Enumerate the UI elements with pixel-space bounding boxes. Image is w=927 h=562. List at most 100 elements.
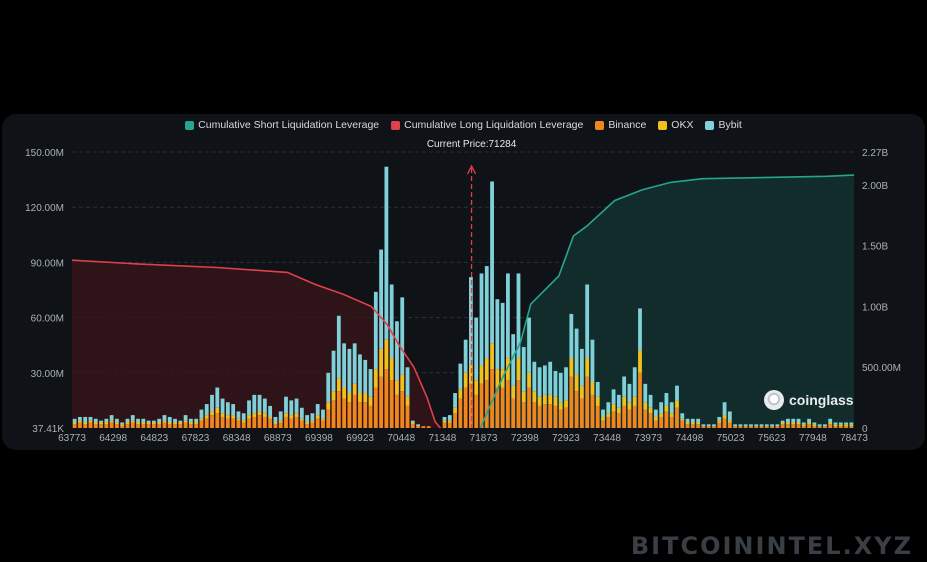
bar-bybit: [611, 389, 616, 405]
bar-okx: [527, 372, 531, 388]
bar-binance: [638, 372, 642, 428]
bar-bybit: [574, 328, 579, 375]
bar-okx: [801, 424, 806, 427]
bar-binance: [585, 376, 590, 428]
current-price-arrow: [466, 164, 477, 175]
bar-okx: [727, 420, 732, 423]
bar-bybit: [442, 416, 447, 421]
bar-okx: [204, 415, 209, 419]
x-tick-label: 74498: [675, 433, 703, 444]
legend-item-bybit[interactable]: Bybit: [705, 118, 742, 132]
bar-binance: [426, 426, 431, 428]
bar-binance: [342, 398, 347, 428]
bar-bybit: [146, 420, 151, 423]
bar-bybit: [194, 418, 199, 423]
bar-okx: [590, 382, 595, 395]
bar-okx: [109, 420, 114, 423]
bar-okx: [543, 394, 547, 405]
bar-okx: [257, 411, 262, 416]
bar-bybit: [363, 359, 368, 394]
bar-okx: [601, 416, 605, 421]
legend-item-binance[interactable]: Binance: [595, 118, 646, 132]
bar-bybit: [490, 181, 494, 344]
bar-okx: [83, 422, 88, 425]
bar-okx: [495, 369, 500, 388]
coinglass-logo-text: coinglass: [789, 392, 854, 408]
bar-bybit: [801, 422, 806, 425]
bar-bybit: [823, 424, 827, 427]
bar-binance: [284, 416, 288, 428]
x-tick-label: 69923: [346, 433, 374, 444]
bar-okx: [717, 420, 722, 423]
bar-okx: [690, 422, 695, 425]
bar-binance: [796, 424, 801, 428]
bar-binance: [812, 426, 817, 428]
bar-binance: [653, 420, 658, 428]
bar-bybit: [183, 415, 188, 421]
bar-binance: [701, 426, 706, 428]
bar-okx: [548, 394, 553, 405]
bar-binance: [548, 404, 553, 428]
bar-bybit: [664, 393, 669, 406]
bar-binance: [236, 420, 241, 428]
bar-okx: [648, 407, 653, 414]
bar-okx: [458, 389, 463, 399]
bar-okx: [553, 396, 558, 406]
bar-bybit: [162, 415, 167, 421]
bar-binance: [305, 424, 310, 428]
bar-binance: [257, 415, 262, 428]
legend-item-short[interactable]: Cumulative Short Liquidation Leverage: [185, 118, 379, 132]
bar-bybit: [289, 400, 294, 416]
bar-binance: [474, 394, 479, 428]
bar-okx: [115, 422, 119, 425]
bar-okx: [130, 420, 135, 423]
legend-item-okx[interactable]: OKX: [658, 118, 693, 132]
legend-swatch-short: [185, 120, 195, 130]
bar-bybit: [601, 409, 605, 417]
bar-binance: [484, 380, 489, 428]
bar-binance: [648, 413, 653, 428]
bar-binance: [717, 422, 722, 428]
bar-okx: [395, 380, 399, 395]
bar-bybit: [310, 413, 315, 421]
x-tick-label: 71873: [470, 433, 498, 444]
bar-okx: [833, 424, 838, 427]
bar-binance: [511, 398, 516, 428]
short-cumulative-line: [479, 174, 855, 429]
bar-okx: [104, 422, 109, 425]
legend-swatch-binance: [595, 120, 605, 130]
bar-binance: [706, 426, 711, 428]
bar-binance: [690, 424, 695, 428]
legend-label-short: Cumulative Short Liquidation Leverage: [198, 119, 380, 131]
bar-okx: [669, 413, 674, 417]
legend-item-long[interactable]: Cumulative Long Liquidation Leverage: [391, 118, 583, 132]
bar-binance: [659, 416, 664, 428]
bar-binance: [632, 405, 637, 428]
bar-okx: [638, 350, 642, 373]
bar-okx: [331, 391, 336, 401]
bar-binance: [278, 422, 283, 428]
bar-bybit: [294, 398, 299, 414]
bar-bybit: [706, 424, 711, 427]
bar-binance: [791, 424, 796, 428]
bar-okx: [305, 422, 310, 425]
bar-okx: [284, 413, 288, 417]
x-tick-label: 75623: [758, 433, 786, 444]
bar-binance: [215, 413, 220, 428]
bar-binance: [775, 426, 780, 428]
bar-okx: [363, 393, 368, 403]
bar-binance: [780, 424, 785, 428]
legend-label-long: Cumulative Long Liquidation Leverage: [404, 119, 584, 131]
bar-binance: [606, 416, 611, 428]
y-right-tick-label: 0: [862, 424, 868, 435]
bar-okx: [400, 374, 405, 392]
bar-bybit: [484, 266, 489, 359]
bar-okx: [315, 415, 320, 419]
bar-okx: [479, 365, 484, 384]
bar-binance: [115, 424, 119, 428]
bar-binance: [315, 418, 320, 428]
bar-bybit: [643, 383, 648, 403]
bar-binance: [289, 418, 294, 428]
bar-okx: [680, 418, 685, 421]
bar-binance: [231, 418, 236, 428]
